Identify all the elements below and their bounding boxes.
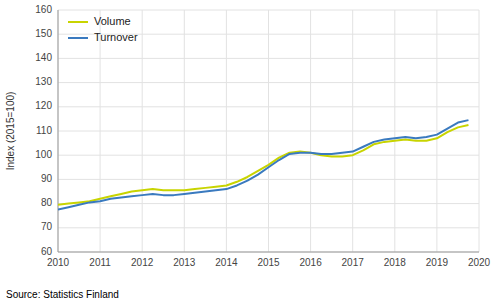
- y-tick-label: 100: [35, 149, 52, 160]
- x-tick-label: 2011: [89, 257, 111, 268]
- x-grid-line: [394, 10, 395, 252]
- y-tick-label: 120: [35, 100, 52, 111]
- x-grid-line: [142, 10, 143, 252]
- y-tick-label: 140: [35, 52, 52, 63]
- x-tick-label: 2015: [257, 257, 280, 268]
- x-grid-line: [100, 10, 101, 252]
- legend-label: Turnover: [94, 31, 138, 43]
- y-tick-label: 130: [35, 76, 52, 87]
- y-tick-label: 150: [35, 28, 52, 39]
- y-grid-line: [58, 252, 479, 253]
- y-tick-label: 70: [41, 221, 53, 232]
- y-tick-label: 60: [41, 246, 53, 257]
- legend-label: Volume: [94, 15, 131, 27]
- x-tick-label: 2020: [468, 257, 491, 268]
- chart: 60 70 80 90 100 110 120 130 140 150 160 2010 2011 201…: [0, 0, 493, 304]
- y-tick-label: 110: [36, 125, 52, 136]
- legend-swatch: [68, 21, 88, 23]
- x-grid-line: [226, 10, 227, 252]
- x-tick-label: 2010: [47, 257, 70, 268]
- x-tick-label: 2012: [131, 257, 154, 268]
- x-grid-line: [436, 10, 437, 252]
- x-tick-label: 2017: [342, 257, 365, 268]
- x-tick-label: 2014: [215, 257, 238, 268]
- series-lines: [58, 120, 468, 210]
- y-tick-label: 160: [35, 4, 52, 15]
- x-tick-label: 2018: [384, 257, 407, 268]
- y-tick-label: 80: [41, 197, 53, 208]
- y-axis-label: Index (2015=100): [5, 92, 16, 171]
- y-axis-line: [58, 10, 59, 252]
- source-note: Source: Statistics Finland: [6, 289, 119, 300]
- x-grid-line: [184, 10, 185, 252]
- y-tick-label: 90: [41, 173, 53, 184]
- series-line: [58, 120, 468, 210]
- legend-swatch: [68, 37, 88, 39]
- x-grid-line: [268, 10, 269, 252]
- legend: Volume Turnover: [68, 15, 138, 43]
- x-grid-line: [479, 10, 480, 252]
- x-tick-label: 2013: [173, 257, 196, 268]
- axes: 60 70 80 90 100 110 120 130 140 150 160 2010 2011 201…: [35, 4, 490, 268]
- x-grid-line: [352, 10, 353, 252]
- x-axis-line: [58, 252, 479, 253]
- x-grid-line: [310, 10, 311, 252]
- x-tick-label: 2019: [426, 257, 449, 268]
- x-tick-label: 2016: [299, 257, 322, 268]
- grid: [58, 10, 479, 252]
- x-grid-line: [58, 10, 59, 252]
